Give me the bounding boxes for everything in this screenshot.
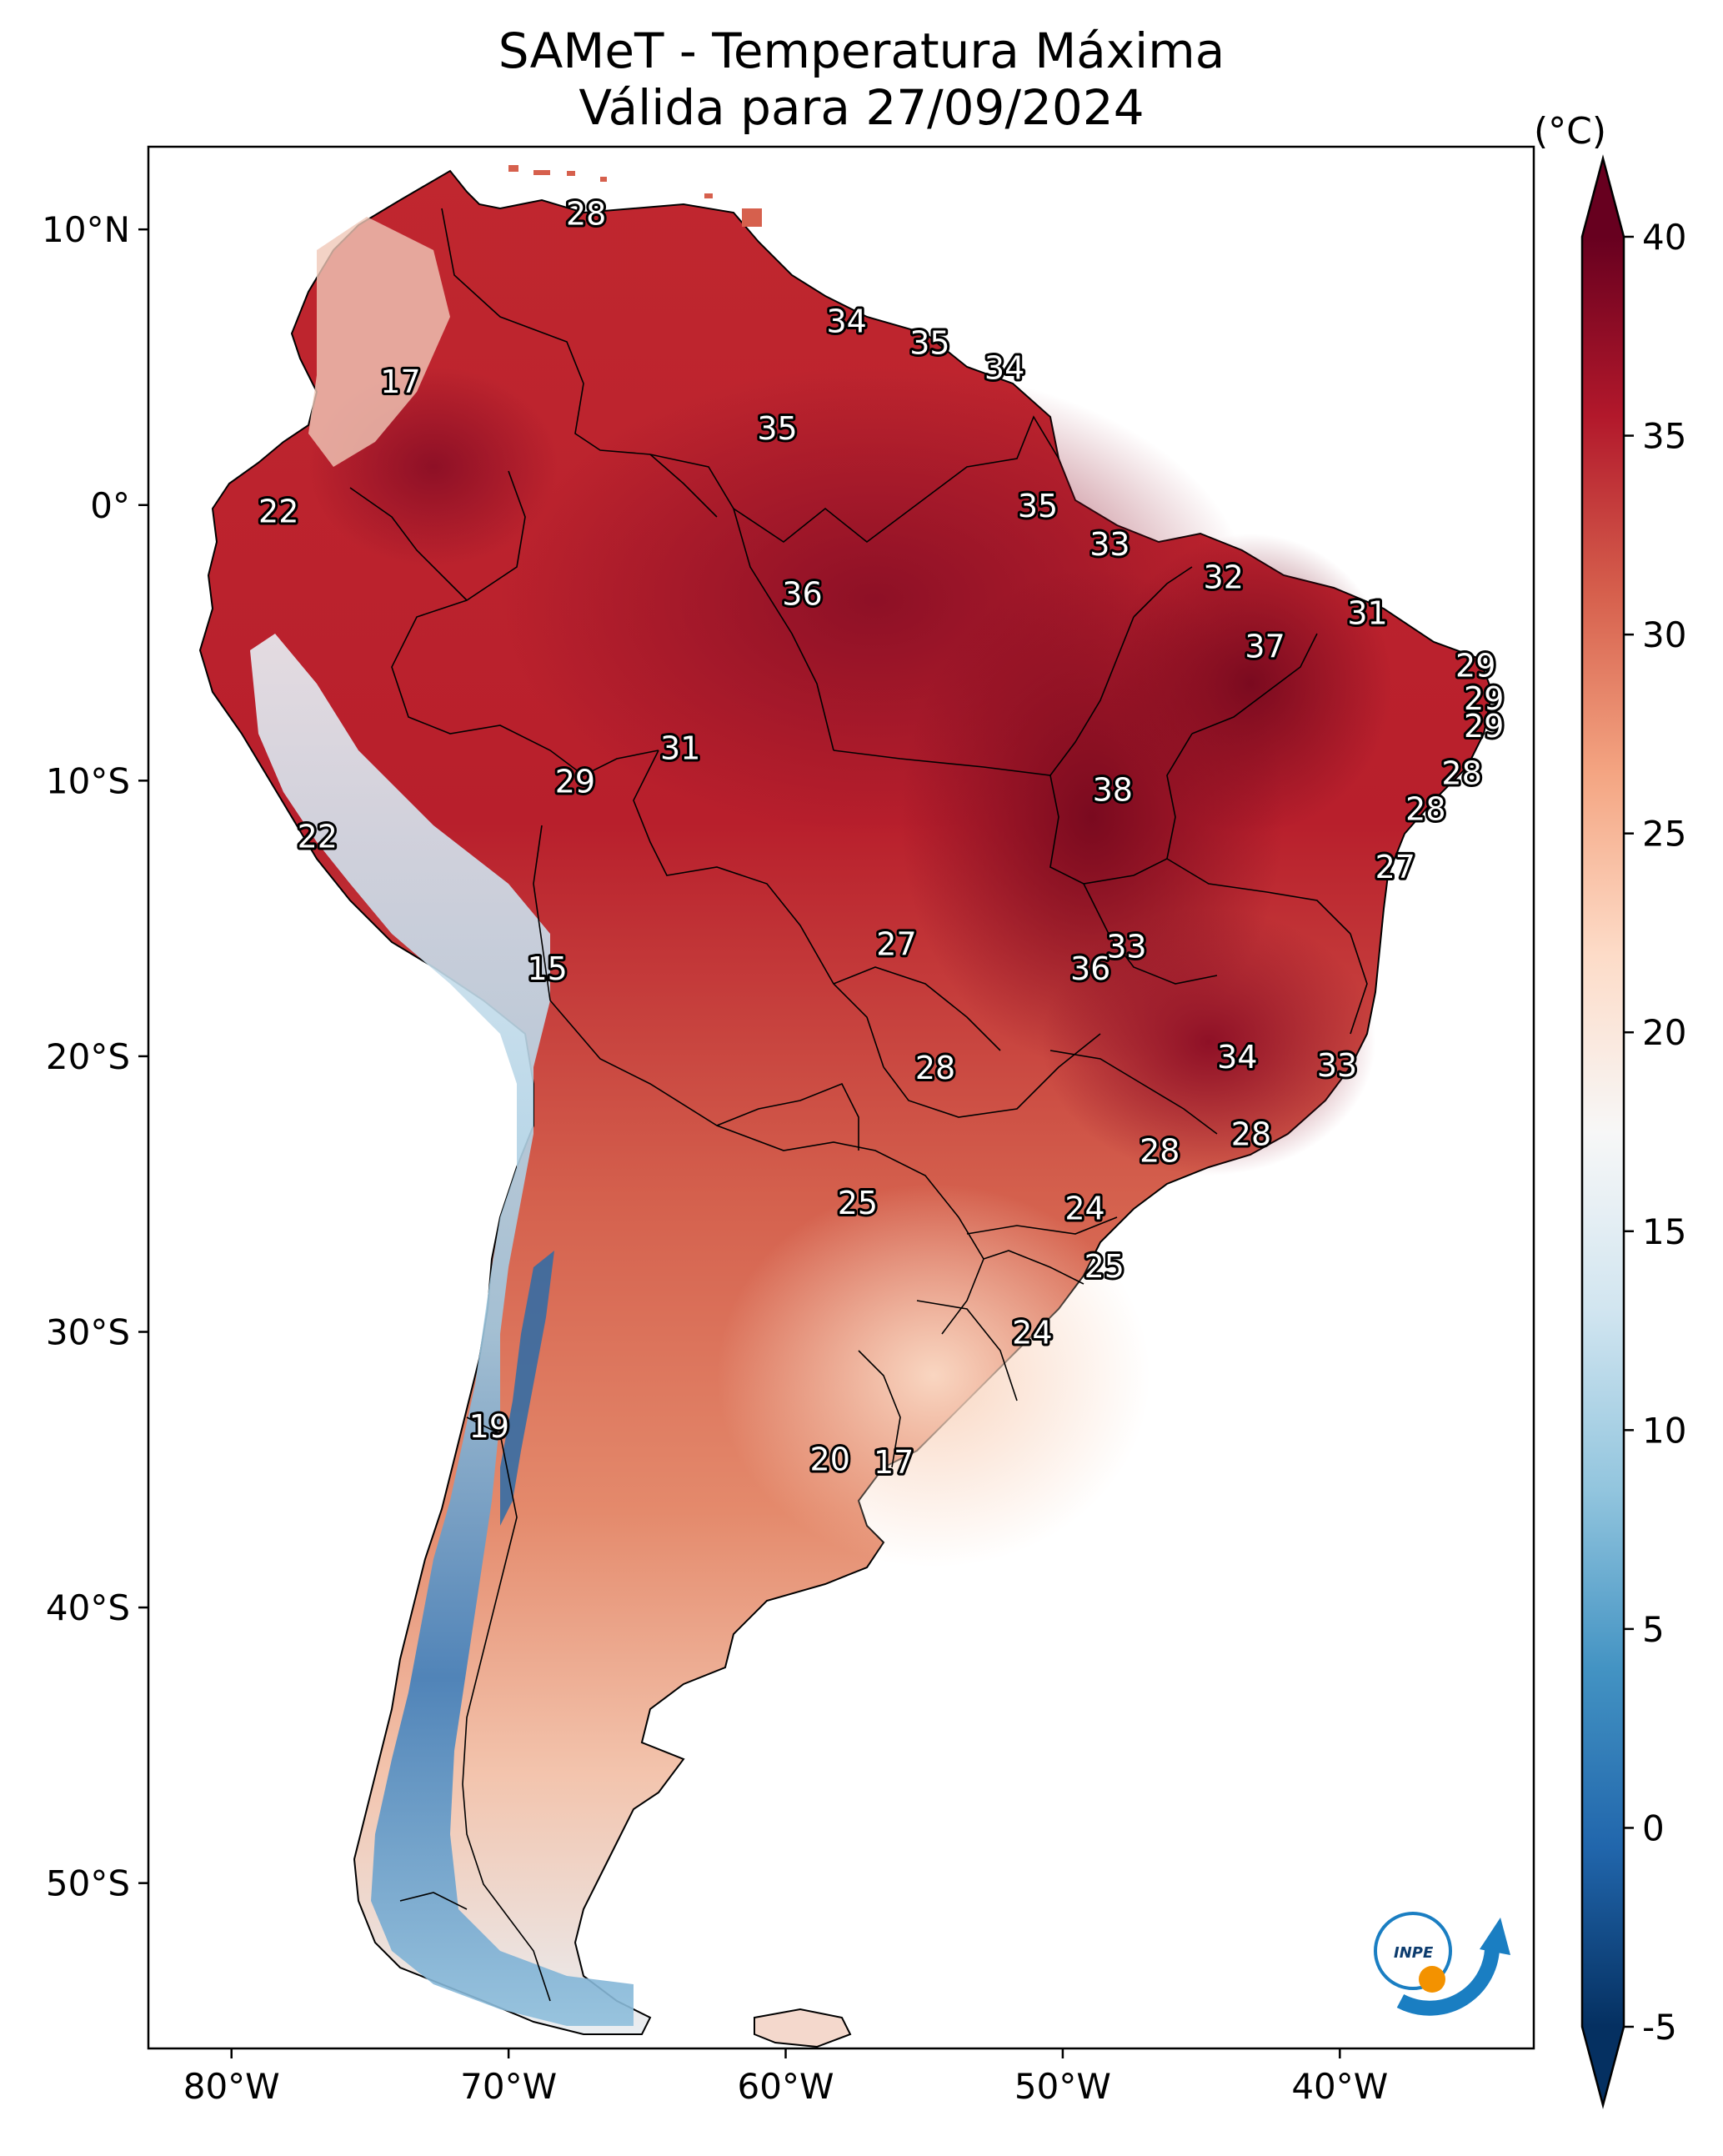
temperature-label: 25 <box>1084 1248 1124 1285</box>
temperature-label: 15 <box>527 950 567 987</box>
temperature-label: 17 <box>380 364 420 400</box>
inpe-logo-ring <box>1374 1912 1452 1990</box>
colorbar-fill <box>1582 237 1624 2027</box>
map-title: SAMeT - Temperatura Máxima <box>498 23 1225 79</box>
temperature-label: 24 <box>1012 1314 1052 1351</box>
temperature-label: 34 <box>984 349 1024 386</box>
temperature-label: 31 <box>1347 595 1387 632</box>
temperature-label: 28 <box>1231 1116 1271 1152</box>
colorbar-tick-label: 30 <box>1642 614 1686 655</box>
temperature-label: 22 <box>298 818 338 855</box>
colorbar-tick-label: 15 <box>1642 1211 1686 1252</box>
andes-cold-strip <box>250 634 634 2026</box>
temperature-label: 28 <box>566 195 606 232</box>
colorbar-tick-label: 35 <box>1642 416 1686 457</box>
temperature-label: 28 <box>1139 1132 1180 1169</box>
y-tick-label: 50°S <box>46 1863 130 1904</box>
colorbar-tick-label: -5 <box>1642 2007 1677 2048</box>
colorbar-tick-label: 25 <box>1642 814 1686 855</box>
colorbar-min-extend-arrow <box>1582 2027 1624 2105</box>
y-tick-label: 10°N <box>42 209 130 250</box>
colorbar-tick-label: 20 <box>1642 1012 1686 1053</box>
temperature-label: 28 <box>915 1050 955 1086</box>
temperature-label: 34 <box>1217 1039 1257 1075</box>
temperature-label: 28 <box>1405 790 1445 827</box>
andes-deep-cold <box>500 1251 554 1526</box>
x-tick-label: 50°W <box>1014 2066 1111 2107</box>
temperature-label: 33 <box>1089 526 1129 563</box>
x-tick-label: 70°W <box>460 2066 557 2107</box>
map-frame <box>147 145 1535 2050</box>
temperature-label: 37 <box>1245 628 1285 664</box>
temperature-label: 31 <box>660 730 700 767</box>
temperature-label: 36 <box>1070 950 1110 987</box>
inpe-logo: INPE <box>1374 1912 1510 2016</box>
y-tick-label: 0° <box>90 485 130 526</box>
temperature-label: 24 <box>1064 1191 1104 1227</box>
inpe-logo-arrow <box>1480 1918 1510 1955</box>
y-tick-label: 30°S <box>46 1311 130 1352</box>
inpe-logo-text: INPE <box>1394 1944 1434 1962</box>
temperature-label: 28 <box>1441 755 1481 791</box>
temperature-label: 25 <box>838 1185 878 1221</box>
temperature-label: 27 <box>1375 849 1415 885</box>
northeast-hot-core <box>1109 534 1392 834</box>
map-subtitle: Válida para 27/09/2024 <box>579 79 1144 136</box>
caribbean-islands <box>508 165 762 227</box>
y-tick-label: 40°S <box>46 1587 130 1628</box>
colorbar-tick-label: 40 <box>1642 217 1686 258</box>
inpe-logo-dot <box>1419 1966 1445 1993</box>
temperature-label: 35 <box>909 325 949 362</box>
temperature-label: 22 <box>258 493 298 529</box>
temperature-label: 19 <box>469 1408 509 1445</box>
temperature-label: 33 <box>1317 1047 1357 1084</box>
temperature-label: 20 <box>810 1442 850 1478</box>
y-tick-label: 20°S <box>46 1036 130 1077</box>
temperature-label: 35 <box>1018 488 1058 524</box>
temperature-label: 32 <box>1204 559 1244 596</box>
temperature-label: 34 <box>826 303 866 339</box>
temperature-label: 27 <box>876 925 916 962</box>
colorbar-max-extend-arrow <box>1582 158 1624 237</box>
y-axis: 10°N 0° 10°S 20°S 30°S 40°S 50°S <box>42 209 148 1904</box>
temperature-label: 35 <box>757 410 797 447</box>
temperature-label: 29 <box>1455 647 1495 684</box>
map-land <box>198 165 1494 2048</box>
x-tick-label: 80°W <box>183 2066 280 2107</box>
temperature-label: 33 <box>1106 929 1146 965</box>
x-tick-label: 60°W <box>738 2066 834 2107</box>
temperature-label: 29 <box>1464 708 1504 745</box>
colombia-andes-cool <box>308 217 450 467</box>
inpe-logo-swoosh <box>1396 1942 1500 2016</box>
colorbar-tick-label: 10 <box>1642 1410 1686 1451</box>
temperature-label: 29 <box>555 763 595 800</box>
temperature-label: 38 <box>1093 771 1133 808</box>
temperature-label: 29 <box>1464 680 1504 717</box>
colorbar-tick-label: 5 <box>1642 1609 1665 1650</box>
falkland-islands <box>754 2008 852 2048</box>
x-axis: 80°W 70°W 60°W 50°W 40°W <box>183 2048 1388 2107</box>
colorbar-tick-label: 0 <box>1642 1808 1665 1848</box>
x-tick-label: 40°W <box>1291 2066 1388 2107</box>
y-tick-label: 10°S <box>46 760 130 801</box>
colorbar: 40 35 30 25 20 15 10 5 0 -5 <box>1580 154 1686 2109</box>
colorbar-unit-label: (°C) <box>1534 110 1607 153</box>
colorbar-ticks: 40 35 30 25 20 15 10 5 0 -5 <box>1624 217 1686 2048</box>
uruguay-cool-region <box>717 1184 1150 1567</box>
temperature-label: 36 <box>782 576 822 613</box>
southeast-hot-region <box>1042 909 1375 1176</box>
country-borders <box>349 208 1368 2002</box>
temperature-label: 17 <box>874 1444 914 1481</box>
